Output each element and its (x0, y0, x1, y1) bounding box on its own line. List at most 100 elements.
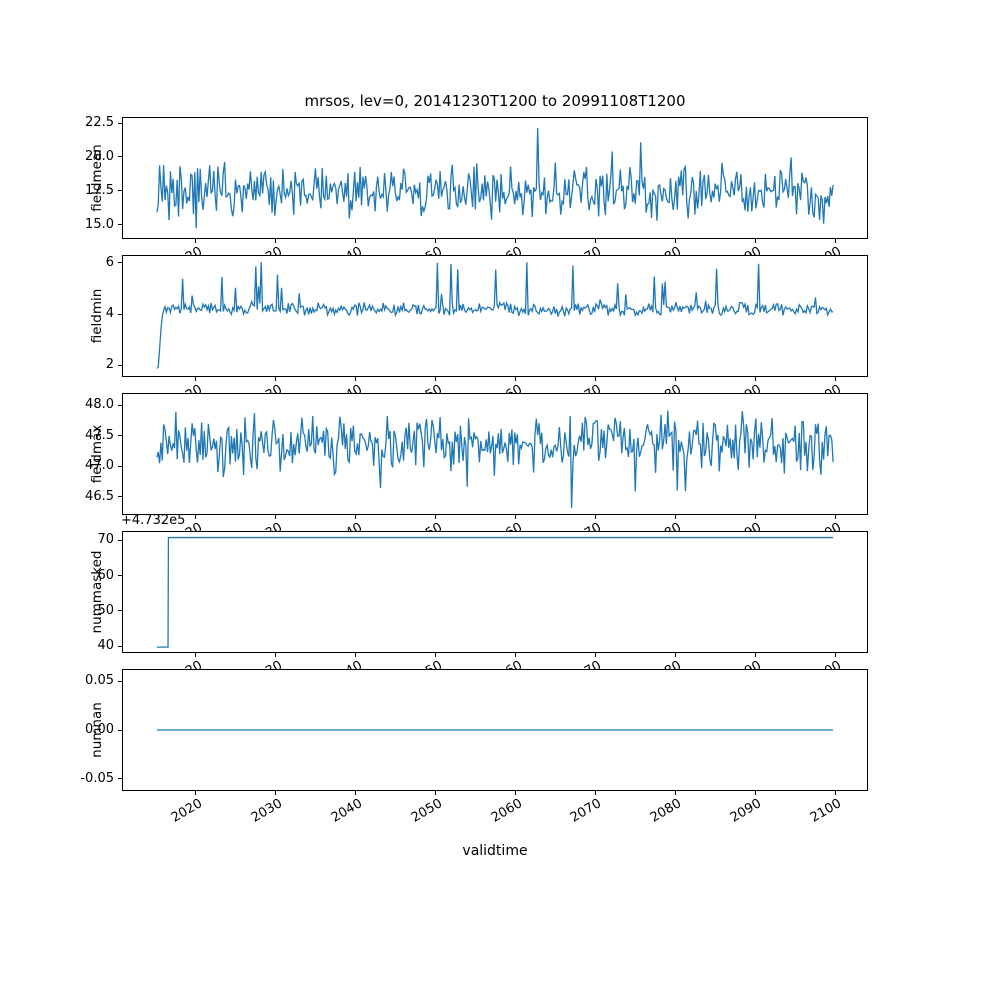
x-tick-mark (275, 515, 277, 519)
y-tick-label: 60 (97, 567, 114, 583)
y-tick-mark (118, 729, 122, 731)
x-tick-mark (754, 377, 756, 381)
x-tick-mark (355, 653, 357, 657)
y-tick-mark (118, 156, 122, 158)
x-tick-mark (754, 239, 756, 243)
y-tick-mark (118, 778, 122, 780)
x-tick-mark (435, 653, 437, 657)
y-tick-label: 22.5 (85, 115, 114, 131)
x-tick-mark (834, 239, 836, 243)
subplot-fieldmin (122, 255, 868, 377)
x-tick-mark (594, 239, 596, 243)
y-tick-label: 6 (105, 254, 114, 270)
x-tick-mark (834, 515, 836, 519)
y-tick-label: 20.0 (85, 148, 114, 164)
x-tick-mark (275, 377, 277, 381)
y-tick-mark (118, 122, 122, 124)
x-tick-mark (195, 653, 197, 657)
x-tick-mark (275, 239, 277, 243)
y-tick-label: 0.00 (85, 722, 114, 737)
x-tick-label: 2090 (728, 796, 765, 826)
y-tick-label: 2 (105, 357, 114, 373)
x-tick-label: 2060 (488, 796, 525, 826)
y-tick-label: 70 (97, 532, 114, 548)
numnan-plot-area (156, 729, 834, 731)
y-tick-mark (118, 262, 122, 264)
x-tick-mark (195, 377, 197, 381)
x-tick-mark (515, 653, 517, 657)
x-tick-mark (594, 515, 596, 519)
x-tick-mark (674, 653, 676, 657)
fieldmin-line (156, 262, 834, 369)
x-tick-label: 2040 (328, 796, 365, 826)
x-tick-mark (515, 515, 517, 519)
y-tick-label: 40 (97, 638, 114, 654)
x-tick-mark (515, 377, 517, 381)
x-tick-mark (515, 239, 517, 243)
y-tick-label: 47.5 (85, 427, 114, 443)
y-tick-mark (118, 364, 122, 366)
x-axis-label: validtime (462, 843, 528, 859)
subplot-fieldmean (122, 117, 868, 239)
y-tick-label: -0.05 (80, 770, 114, 786)
x-tick-mark (515, 791, 517, 795)
y-tick-mark (118, 313, 122, 315)
x-tick-mark (435, 239, 437, 243)
x-tick-mark (594, 653, 596, 657)
y-tick-label: 47.0 (85, 458, 114, 474)
y-tick-mark (118, 610, 122, 612)
x-tick-mark (435, 377, 437, 381)
y-tick-mark (118, 645, 122, 647)
y-tick-mark (118, 224, 122, 226)
y-tick-mark (118, 404, 122, 406)
fieldmax-line (156, 410, 834, 509)
fieldmin-plot-area (156, 262, 834, 369)
x-tick-mark (195, 791, 197, 795)
x-tick-mark (435, 515, 437, 519)
x-tick-mark (834, 791, 836, 795)
y-tick-mark (118, 539, 122, 541)
nummasked-line (156, 536, 834, 648)
x-tick-mark (275, 791, 277, 795)
x-tick-mark (674, 791, 676, 795)
x-tick-mark (754, 653, 756, 657)
x-tick-label: 2080 (648, 796, 685, 826)
x-tick-label: 2070 (568, 796, 605, 826)
subplot-fieldmax (122, 393, 868, 515)
ylabel-nummasked: nummasked (89, 550, 105, 634)
nummasked-offset-text: +4.732e5 (121, 513, 186, 528)
y-tick-mark (118, 190, 122, 192)
x-tick-mark (195, 515, 197, 519)
fieldmax-plot-area (156, 410, 834, 509)
chart-title: mrsos, lev=0, 20141230T1200 to 20991108T… (304, 92, 686, 110)
x-tick-mark (674, 377, 676, 381)
x-tick-mark (355, 515, 357, 519)
fieldmean-plot-area (156, 128, 834, 229)
y-tick-label: 0.05 (85, 673, 114, 689)
x-tick-mark (834, 653, 836, 657)
y-tick-mark (118, 680, 122, 682)
y-tick-label: 4 (105, 306, 114, 322)
y-tick-label: 50 (97, 602, 114, 618)
y-tick-label: 46.5 (85, 488, 114, 504)
y-tick-mark (118, 465, 122, 467)
x-tick-mark (275, 653, 277, 657)
y-tick-label: 17.5 (85, 182, 114, 198)
x-tick-mark (355, 377, 357, 381)
x-tick-label: 2050 (408, 796, 445, 826)
nummasked-plot-area (156, 536, 834, 648)
y-tick-mark (118, 496, 122, 498)
y-tick-mark (118, 435, 122, 437)
x-tick-mark (594, 791, 596, 795)
x-tick-mark (754, 515, 756, 519)
x-tick-mark (195, 239, 197, 243)
subplot-numnan (122, 669, 868, 791)
x-tick-mark (355, 791, 357, 795)
x-tick-mark (674, 239, 676, 243)
x-tick-mark (594, 377, 596, 381)
x-tick-mark (355, 239, 357, 243)
y-tick-label: 15.0 (85, 216, 114, 232)
fieldmean-line (156, 128, 834, 229)
x-tick-mark (754, 791, 756, 795)
